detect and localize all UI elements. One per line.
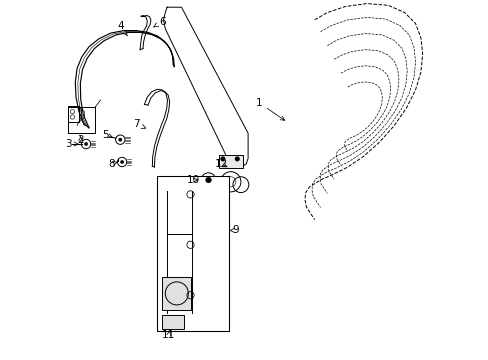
Circle shape: [119, 138, 122, 141]
Text: 11: 11: [162, 330, 175, 340]
Text: 5: 5: [102, 130, 112, 140]
Circle shape: [84, 142, 87, 146]
Circle shape: [205, 177, 211, 183]
Circle shape: [221, 157, 224, 161]
Bar: [219, 155, 242, 168]
Bar: [157, 176, 229, 331]
Text: 7: 7: [133, 119, 145, 129]
Circle shape: [120, 160, 123, 164]
Text: 8: 8: [108, 159, 117, 169]
Text: 12: 12: [214, 159, 227, 169]
Text: 3: 3: [64, 139, 78, 149]
Text: 1: 1: [255, 98, 284, 120]
Bar: [162, 315, 183, 329]
Text: 6: 6: [154, 17, 165, 27]
Bar: [162, 277, 191, 310]
Text: 9: 9: [229, 225, 238, 235]
Circle shape: [235, 157, 239, 161]
Text: 2: 2: [77, 135, 84, 145]
Text: 4: 4: [117, 21, 127, 36]
Text: 10: 10: [186, 175, 200, 185]
